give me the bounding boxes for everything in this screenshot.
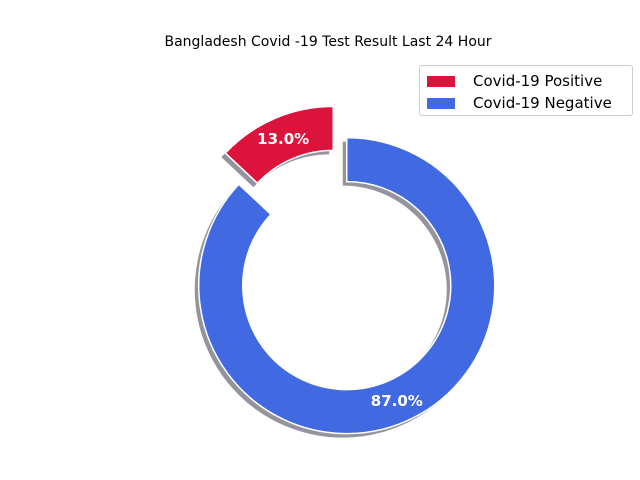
legend-label-positive: Covid-19 Positive <box>473 72 603 90</box>
chart-title: Bangladesh Covid -19 Test Result Last 24… <box>164 34 492 50</box>
slice-label-negative: 87.0% <box>371 392 423 410</box>
slice-negative <box>198 136 496 435</box>
legend: Covid-19 Positive Covid-19 Negative <box>419 65 633 116</box>
legend-item-positive: Covid-19 Positive <box>427 70 632 92</box>
slice-labels: 13.0% 87.0% <box>257 130 423 410</box>
legend-swatch-negative <box>427 97 455 109</box>
slice-positive <box>224 105 334 185</box>
legend-swatch-positive <box>427 75 455 87</box>
slice-label-positive: 13.0% <box>257 130 309 148</box>
legend-item-negative: Covid-19 Negative <box>427 92 632 114</box>
legend-label-negative: Covid-19 Negative <box>473 94 612 112</box>
slices <box>198 105 496 435</box>
